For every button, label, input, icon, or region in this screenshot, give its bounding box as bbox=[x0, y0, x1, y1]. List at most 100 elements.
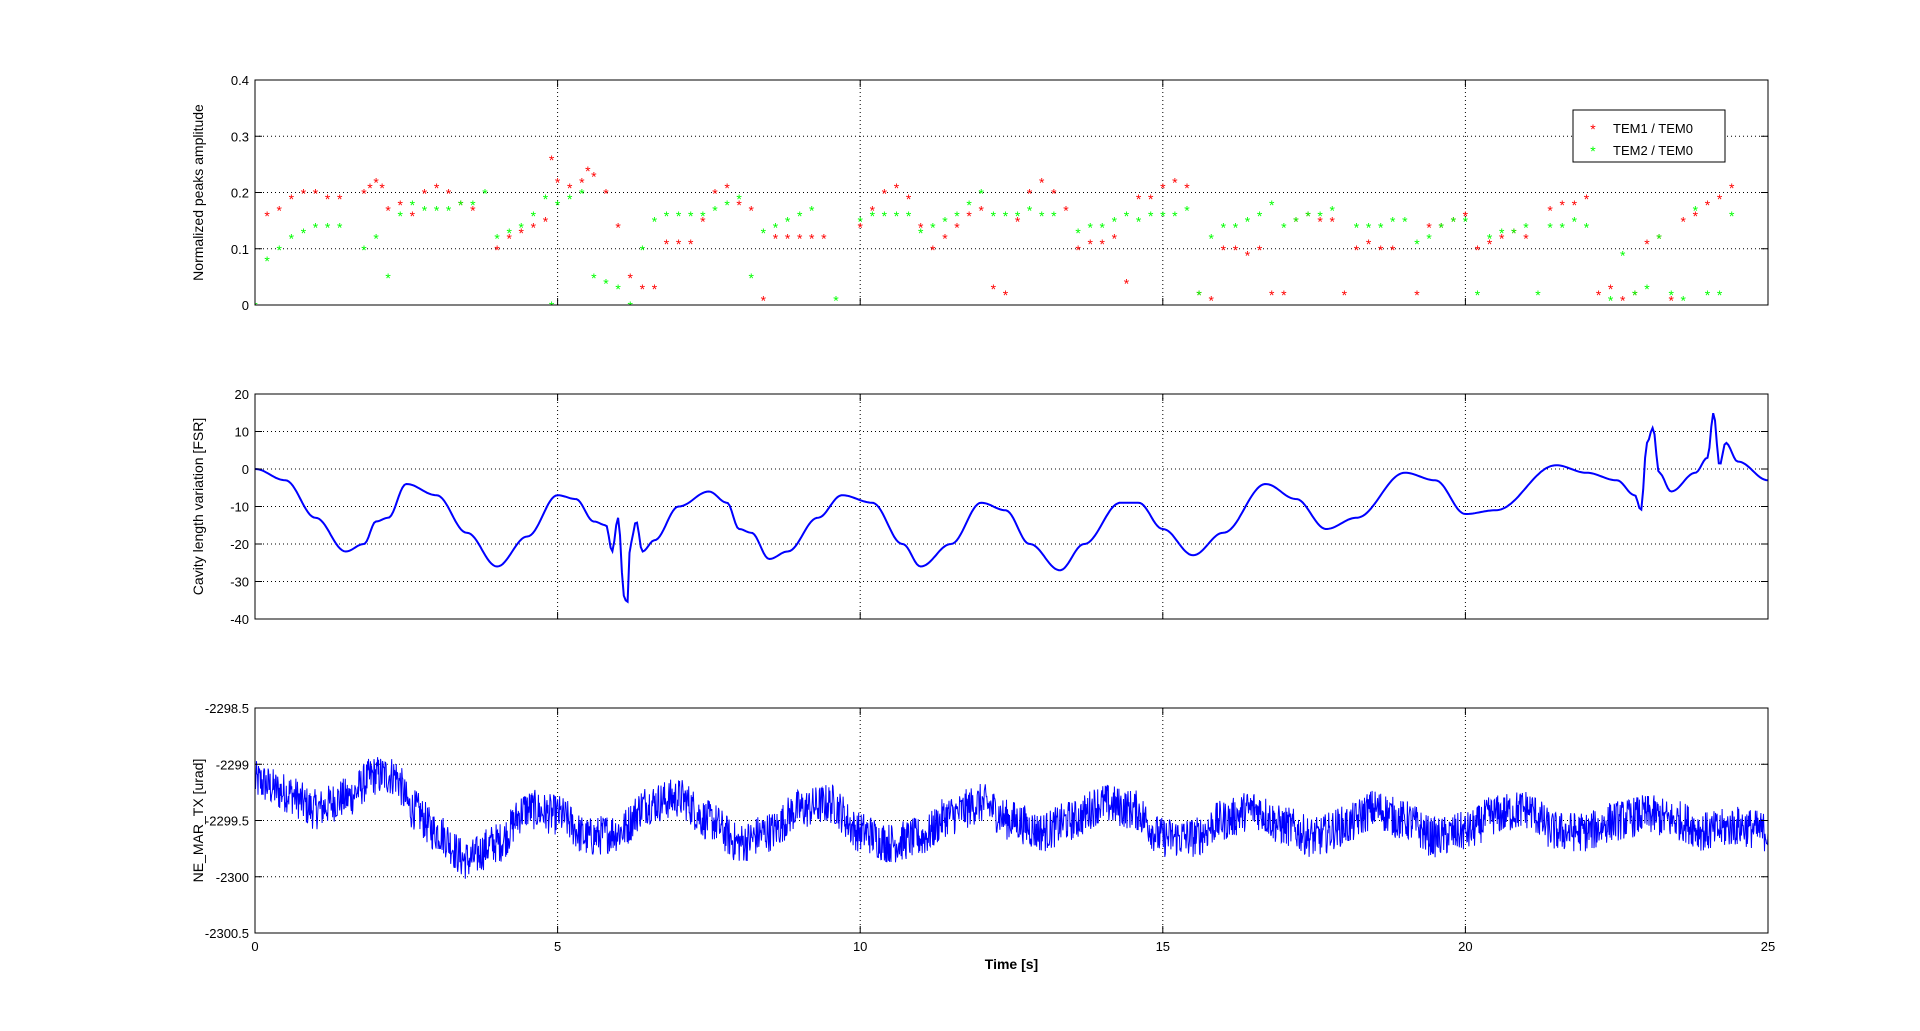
y-tick-label: -2299.5 bbox=[205, 814, 249, 829]
data-point: * bbox=[797, 231, 803, 247]
data-point: * bbox=[1668, 292, 1674, 308]
y-tick-label: 0 bbox=[242, 462, 249, 477]
data-point: * bbox=[458, 197, 464, 213]
data-point: * bbox=[1681, 214, 1687, 230]
data-point: * bbox=[1463, 208, 1469, 224]
data-point: * bbox=[809, 231, 815, 247]
data-point: * bbox=[1354, 219, 1360, 235]
data-point: * bbox=[749, 270, 755, 286]
data-point: * bbox=[1511, 225, 1517, 241]
y-tick-label: 0.2 bbox=[231, 186, 249, 201]
data-point: * bbox=[821, 231, 827, 247]
plot-content bbox=[255, 757, 1768, 879]
y-tick-label: -2299 bbox=[216, 757, 249, 772]
data-point: * bbox=[585, 163, 591, 179]
data-point: * bbox=[422, 186, 428, 202]
data-point: * bbox=[1148, 208, 1154, 224]
data-point: * bbox=[1269, 287, 1275, 303]
data-point: * bbox=[276, 242, 282, 258]
data-point: * bbox=[264, 253, 270, 269]
data-point: * bbox=[700, 214, 706, 230]
data-point: * bbox=[1632, 287, 1638, 303]
data-point: * bbox=[434, 202, 440, 218]
data-point: * bbox=[567, 191, 573, 207]
data-point: * bbox=[676, 208, 682, 224]
data-point: * bbox=[470, 202, 476, 218]
data-point: * bbox=[1136, 214, 1142, 230]
y-tick-label: 0 bbox=[242, 298, 249, 313]
data-point: * bbox=[954, 208, 960, 224]
data-point: * bbox=[506, 231, 512, 247]
data-point: * bbox=[337, 191, 343, 207]
y-tick-label: -2300 bbox=[216, 870, 249, 885]
data-point: * bbox=[519, 219, 525, 235]
data-point: * bbox=[289, 231, 295, 247]
data-point: * bbox=[337, 219, 343, 235]
data-point: * bbox=[882, 186, 888, 202]
data-point: * bbox=[1705, 287, 1711, 303]
data-point: * bbox=[773, 231, 779, 247]
data-point: * bbox=[531, 219, 537, 235]
data-point: * bbox=[579, 186, 585, 202]
y-tick-label: -40 bbox=[230, 612, 249, 627]
data-point: * bbox=[652, 281, 658, 297]
data-point: * bbox=[567, 180, 573, 196]
data-point: * bbox=[1717, 191, 1723, 207]
data-point: * bbox=[1003, 208, 1009, 224]
data-point: * bbox=[1039, 174, 1045, 190]
data-point: * bbox=[894, 208, 900, 224]
data-point: * bbox=[870, 202, 876, 218]
data-point: * bbox=[1729, 180, 1735, 196]
data-point: * bbox=[603, 186, 609, 202]
data-point: * bbox=[1100, 236, 1106, 252]
data-point: * bbox=[1075, 242, 1081, 258]
data-point: * bbox=[1499, 231, 1505, 247]
data-point: * bbox=[410, 208, 416, 224]
data-point: * bbox=[276, 202, 282, 218]
data-point: * bbox=[1620, 247, 1626, 263]
data-point: * bbox=[446, 202, 452, 218]
data-point: * bbox=[1051, 186, 1057, 202]
data-point: * bbox=[1608, 292, 1614, 308]
data-point: * bbox=[1003, 287, 1009, 303]
data-point: * bbox=[555, 197, 561, 213]
y-tick-label: -20 bbox=[230, 537, 249, 552]
y-axis-label: Cavity length variation [FSR] bbox=[190, 418, 206, 595]
data-point: * bbox=[712, 202, 718, 218]
x-tick-label: 5 bbox=[554, 939, 561, 954]
y-tick-label: -10 bbox=[230, 500, 249, 515]
data-point: * bbox=[1414, 287, 1420, 303]
data-point: * bbox=[954, 219, 960, 235]
data-point: * bbox=[361, 186, 367, 202]
data-point: * bbox=[942, 231, 948, 247]
data-point: * bbox=[549, 298, 555, 314]
data-point: * bbox=[1087, 219, 1093, 235]
data-point: * bbox=[724, 197, 730, 213]
y-axis-label: Normalized peaks amplitude bbox=[190, 104, 206, 281]
data-point: * bbox=[640, 281, 646, 297]
data-point: * bbox=[627, 270, 633, 286]
data-point: * bbox=[1087, 236, 1093, 252]
data-point: * bbox=[1644, 236, 1650, 252]
data-point: * bbox=[1487, 236, 1493, 252]
data-point: * bbox=[615, 281, 621, 297]
data-point: * bbox=[422, 202, 428, 218]
data-point: * bbox=[1378, 219, 1384, 235]
data-point: * bbox=[1330, 202, 1336, 218]
data-point: * bbox=[906, 208, 912, 224]
data-point: * bbox=[1184, 202, 1190, 218]
data-point: * bbox=[991, 281, 997, 297]
data-point: * bbox=[1245, 247, 1251, 263]
y-tick-label: -2298.5 bbox=[205, 701, 249, 716]
data-point: * bbox=[761, 292, 767, 308]
data-point: * bbox=[361, 242, 367, 258]
data-point: * bbox=[301, 225, 307, 241]
data-point: * bbox=[1051, 208, 1057, 224]
data-point: * bbox=[591, 169, 597, 185]
data-point: * bbox=[652, 214, 658, 230]
data-point: * bbox=[1100, 219, 1106, 235]
data-point: * bbox=[942, 214, 948, 230]
data-point: * bbox=[1208, 231, 1214, 247]
data-point: * bbox=[1451, 214, 1457, 230]
